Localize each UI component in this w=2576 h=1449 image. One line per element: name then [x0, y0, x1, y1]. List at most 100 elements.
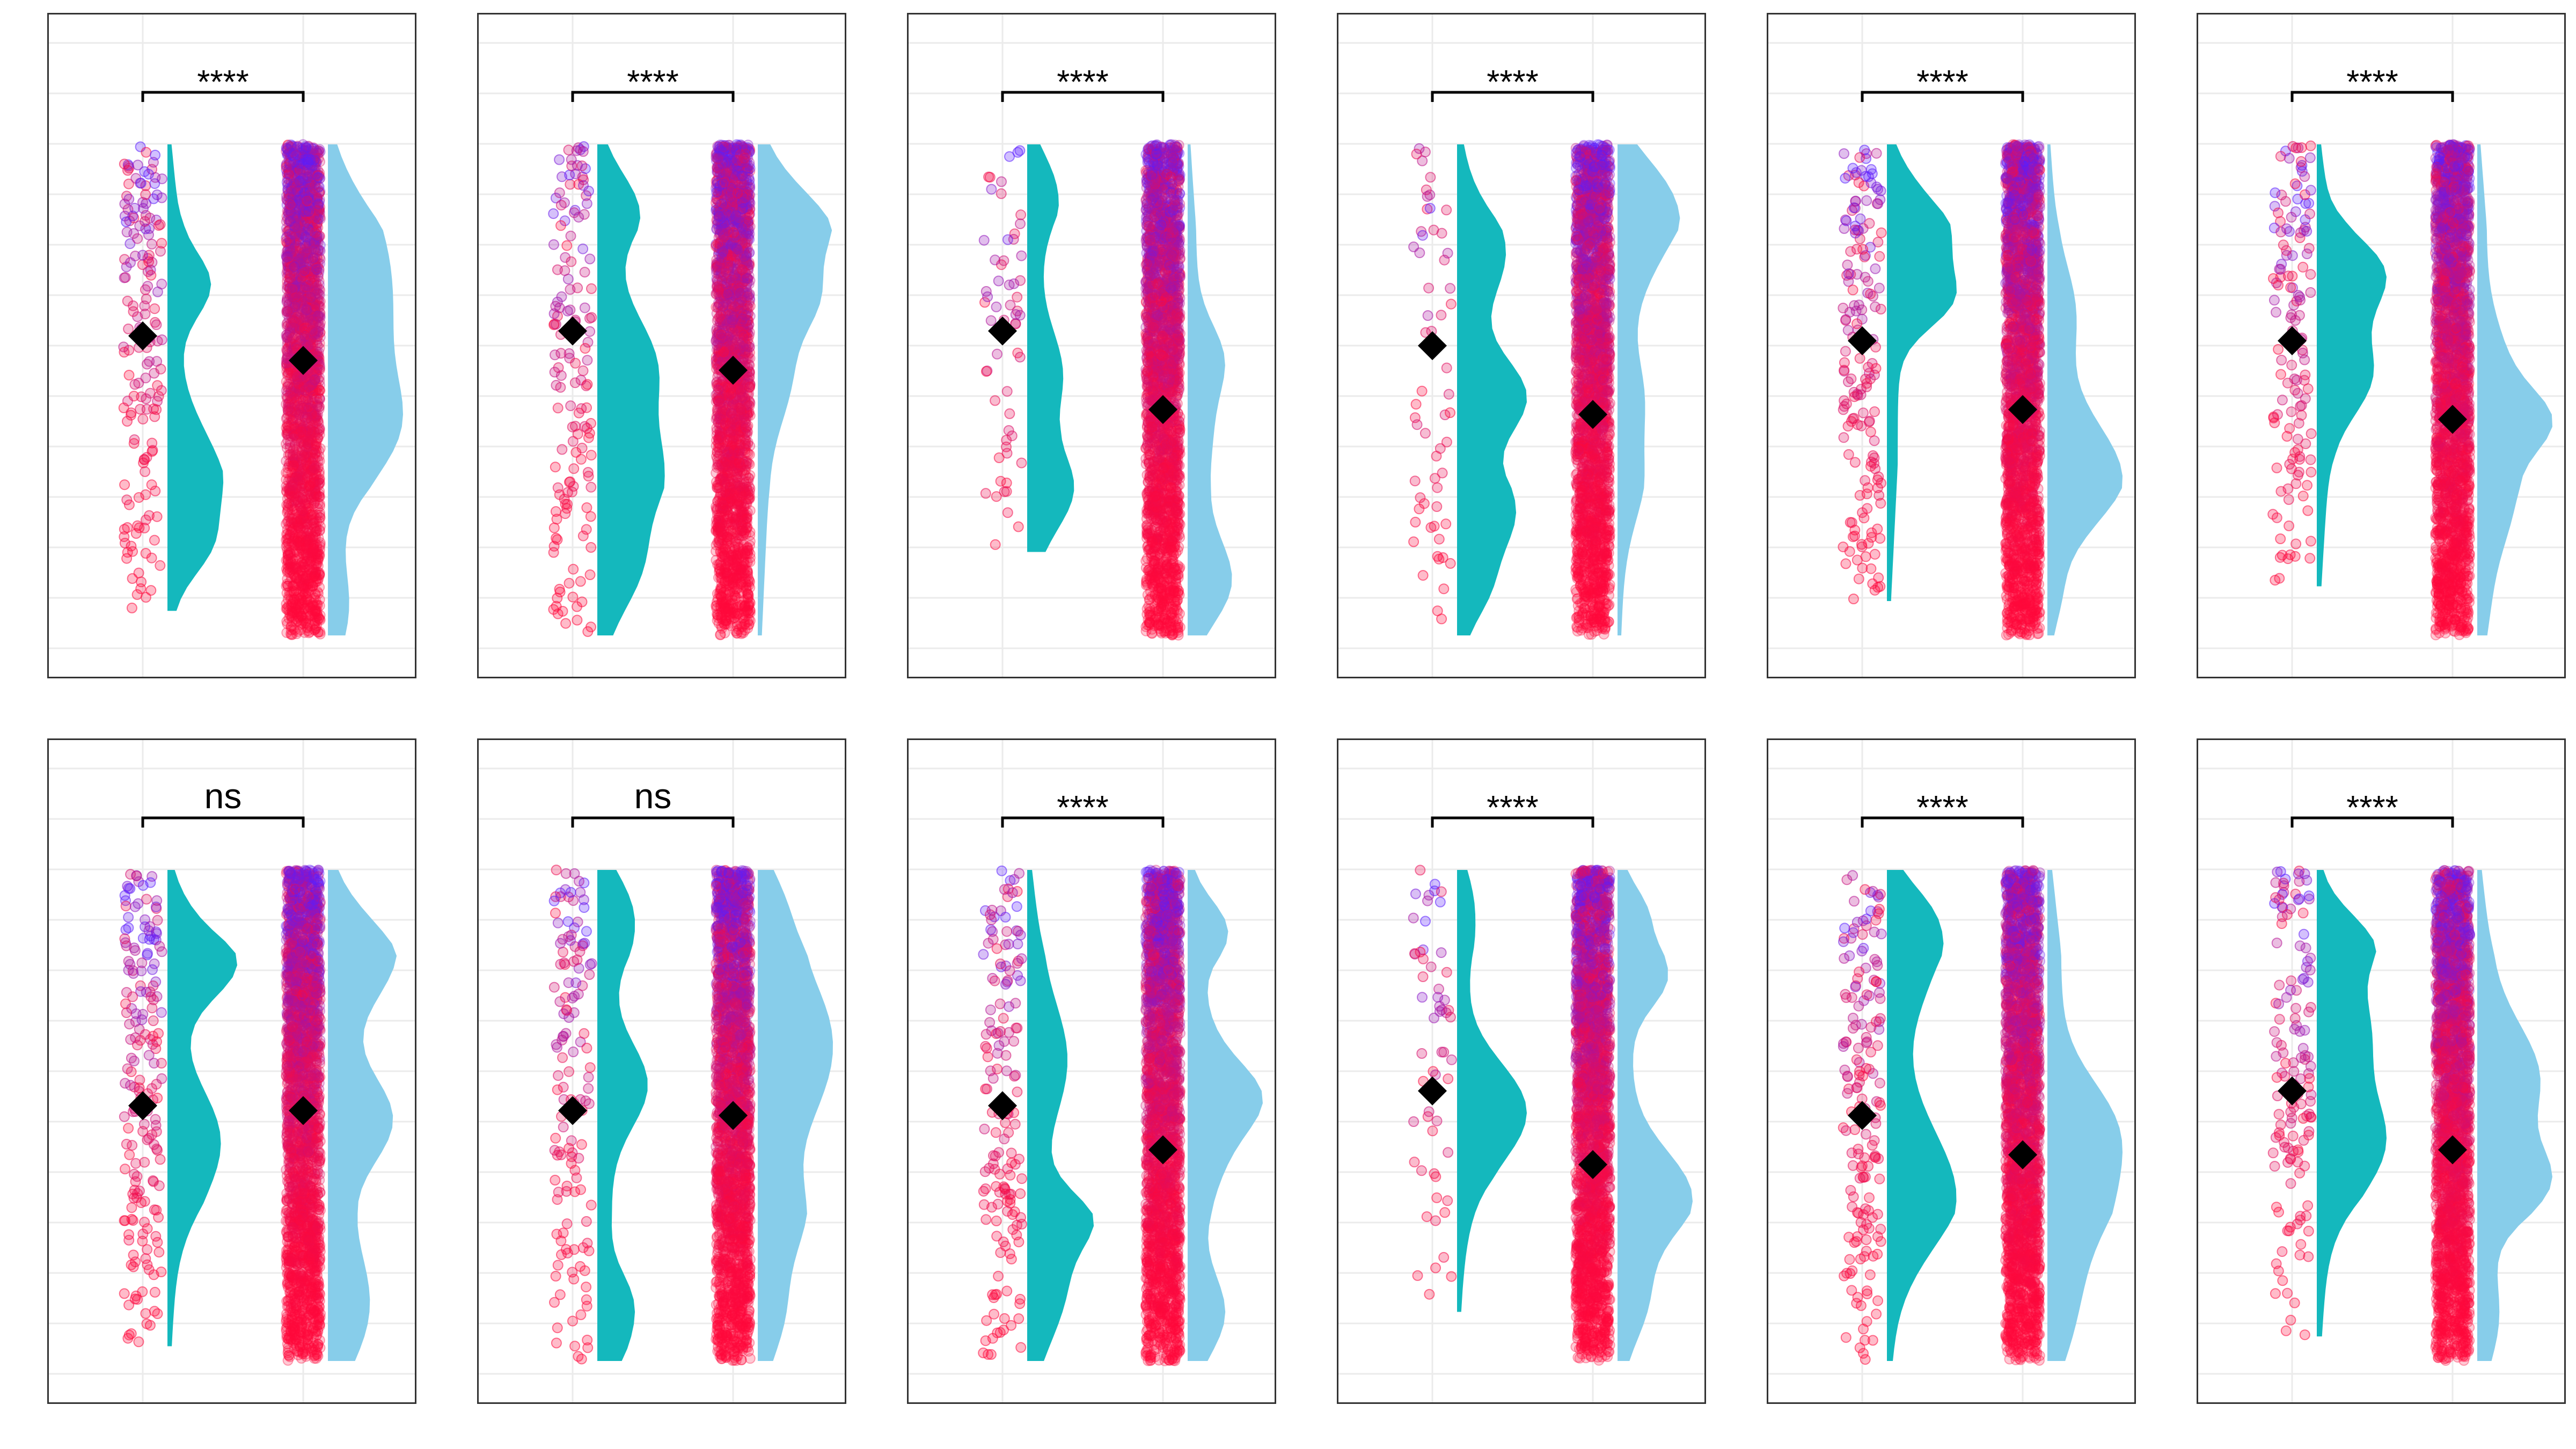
- data-point: [156, 192, 167, 203]
- data-point: [122, 296, 133, 306]
- data-point: [311, 264, 323, 275]
- data-point: [555, 220, 566, 231]
- data-point: [155, 560, 166, 571]
- data-point: [290, 241, 301, 253]
- data-point: [291, 471, 303, 482]
- data-point: [548, 540, 560, 552]
- data-point: [143, 169, 154, 180]
- data-point: [586, 450, 597, 461]
- data-point: [549, 367, 560, 378]
- data-point: [119, 538, 130, 548]
- data-point: [149, 303, 160, 314]
- data-point: [300, 430, 311, 442]
- data-point: [555, 200, 567, 211]
- data-point: [568, 564, 579, 575]
- data-point: [300, 574, 311, 585]
- data-point: [140, 309, 151, 320]
- data-point: [582, 355, 593, 366]
- data-point: [281, 236, 292, 247]
- data-point: [128, 306, 139, 317]
- data-point: [125, 238, 136, 250]
- data-point: [584, 313, 595, 324]
- data-point: [156, 238, 167, 249]
- data-point: [137, 250, 148, 261]
- data-point: [548, 208, 559, 219]
- data-point: [311, 231, 322, 242]
- data-point: [122, 416, 133, 427]
- data-point: [586, 283, 597, 294]
- data-point: [304, 475, 315, 487]
- data-point: [303, 539, 314, 550]
- data-point: [156, 279, 167, 290]
- data-point: [129, 379, 141, 390]
- data-point: [313, 311, 324, 323]
- data-point: [550, 301, 561, 312]
- data-point: [584, 569, 596, 580]
- data-point: [300, 494, 311, 506]
- data-point: [567, 421, 578, 433]
- data-point: [118, 402, 129, 413]
- data-point: [299, 206, 311, 217]
- data-point: [284, 199, 296, 210]
- data-point: [312, 626, 324, 638]
- data-point: [313, 244, 324, 255]
- data-point: [131, 589, 143, 600]
- data-point: [560, 618, 572, 629]
- data-point: [281, 306, 292, 317]
- data-point: [550, 349, 560, 361]
- data-point: [579, 267, 590, 278]
- data-point: [564, 577, 575, 589]
- data-point: [291, 150, 302, 161]
- data-point: [119, 254, 130, 265]
- data-point: [568, 207, 580, 218]
- data-point: [570, 357, 581, 369]
- panel-1: ****: [47, 13, 416, 678]
- significance-label: ****: [197, 64, 249, 101]
- data-point: [121, 494, 133, 506]
- data-point: [289, 291, 301, 302]
- data-point: [576, 596, 588, 608]
- data-point: [281, 413, 292, 424]
- data-point: [133, 567, 144, 579]
- data-point: [304, 274, 316, 286]
- cloud-density-left: [167, 144, 224, 611]
- data-point: [309, 463, 320, 474]
- data-point: [284, 160, 296, 171]
- data-point: [551, 514, 562, 525]
- data-point: [133, 492, 144, 503]
- data-point: [582, 467, 594, 478]
- data-point: [565, 284, 576, 295]
- data-point: [292, 407, 303, 419]
- data-point: [144, 510, 155, 521]
- data-point: [548, 522, 560, 533]
- data-point: [139, 300, 150, 311]
- data-point: [576, 160, 588, 171]
- data-point: [150, 485, 161, 496]
- data-point: [146, 479, 157, 491]
- data-point: [281, 500, 292, 511]
- data-point: [146, 238, 157, 250]
- data-point: [151, 511, 163, 522]
- data-point: [126, 602, 137, 613]
- data-point: [568, 481, 579, 492]
- cloud-density-right: [328, 144, 403, 635]
- data-point: [297, 301, 309, 312]
- data-point: [314, 342, 325, 354]
- data-point: [128, 438, 140, 449]
- data-point: [129, 434, 140, 445]
- data-point: [288, 513, 299, 524]
- data-point: [119, 479, 130, 491]
- data-point: [125, 257, 136, 268]
- data-point: [313, 289, 325, 300]
- data-point: [550, 462, 561, 473]
- data-point: [579, 302, 590, 313]
- data-point: [123, 370, 135, 380]
- data-point: [122, 522, 133, 533]
- data-point: [127, 210, 138, 222]
- data-point: [293, 553, 304, 564]
- data-point: [569, 377, 581, 389]
- data-point: [310, 548, 321, 560]
- data-point: [556, 291, 567, 302]
- data-point: [555, 382, 566, 393]
- data-point: [557, 444, 568, 455]
